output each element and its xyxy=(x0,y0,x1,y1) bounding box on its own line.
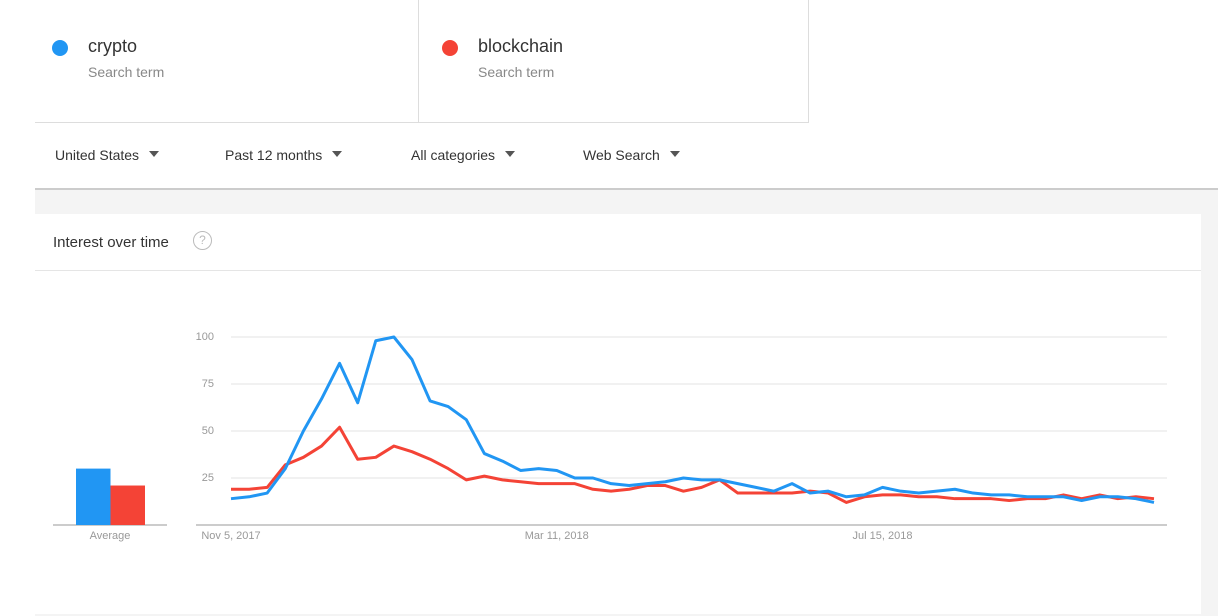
average-bar xyxy=(110,485,145,525)
x-tick-label: Nov 5, 2017 xyxy=(201,530,260,542)
term-dot xyxy=(52,40,68,56)
y-tick-label: 100 xyxy=(196,331,214,343)
term-name: blockchain xyxy=(478,36,564,56)
term-card[interactable]: blockchain Search term xyxy=(418,0,809,123)
series-line xyxy=(231,425,1155,504)
y-tick-label: 50 xyxy=(202,425,214,437)
term-subtitle: Search term xyxy=(88,64,165,80)
average-bar xyxy=(76,468,111,525)
filter[interactable]: Web Search xyxy=(583,147,680,163)
term-subtitle: Search term xyxy=(478,64,555,80)
term-dot xyxy=(442,40,458,56)
filter[interactable]: United States xyxy=(55,147,159,163)
divider xyxy=(35,270,1201,271)
help-icon[interactable]: ? xyxy=(193,231,212,250)
panel: Interest over time ? xyxy=(35,214,1201,614)
x-tick-label: Jul 15, 2018 xyxy=(853,530,913,542)
x-tick-label: Mar 11, 2018 xyxy=(525,530,589,542)
term-card[interactable]: crypto Search term xyxy=(35,0,419,123)
term-name: crypto xyxy=(88,36,138,56)
filter[interactable]: Past 12 months xyxy=(225,147,342,163)
filter[interactable]: All categories xyxy=(411,147,515,163)
series-line xyxy=(230,335,1155,504)
y-tick-label: 75 xyxy=(202,378,214,390)
y-tick-label: 25 xyxy=(202,472,214,484)
panel-title: Interest over time xyxy=(53,234,169,251)
average-label: Average xyxy=(90,530,131,542)
